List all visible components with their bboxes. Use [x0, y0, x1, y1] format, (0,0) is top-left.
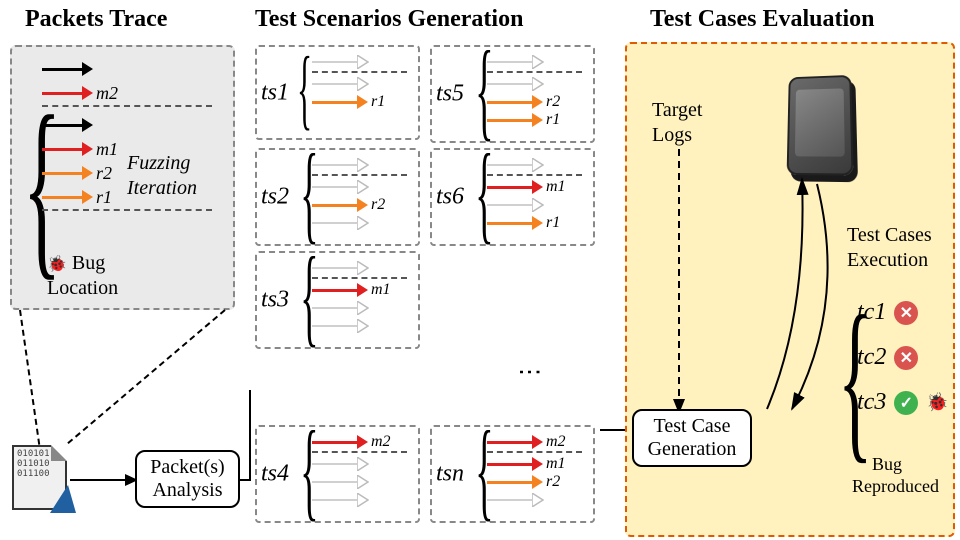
iteration-label: Iteration	[127, 177, 197, 200]
target-logs-arrow	[667, 149, 707, 419]
ts-box-ts2: ts2{r2	[255, 148, 420, 246]
ts-arrow	[487, 53, 547, 71]
ts-arrow: r1	[312, 93, 385, 111]
ts-arrow: m1	[487, 178, 566, 196]
ts-label: ts5	[436, 81, 464, 108]
test-cases-exec-label: Test Cases	[847, 224, 932, 247]
ts-box-ts5: ts5{r2r1	[430, 45, 595, 143]
ts-box-ts4: ts4{m2	[255, 425, 420, 523]
ts-arrow	[312, 317, 372, 335]
trace-arrow	[42, 57, 96, 81]
arrow-analysis-to-ts	[238, 380, 268, 500]
ts-arrow	[487, 196, 547, 214]
ts-arrow	[312, 178, 372, 196]
result-row: tc3 ✓ 🐞	[857, 389, 949, 416]
ts-label: ts3	[261, 287, 289, 314]
ts-arrow: m2	[487, 433, 566, 451]
bug-icon: 🐞	[926, 392, 948, 413]
test-cases-exec-label-2: Execution	[847, 249, 928, 272]
ts-arrow	[312, 473, 372, 491]
ts-arrow	[312, 455, 372, 473]
target-logs-label: Target	[652, 99, 702, 122]
trace-arrow: m1	[42, 137, 118, 161]
trace-arrow: r2	[42, 161, 112, 185]
phone-tcgen-arrows	[697, 164, 847, 424]
ts-arrow	[312, 156, 372, 174]
bug-location-2: Location	[47, 277, 118, 300]
ts-arrow: r1	[487, 214, 560, 232]
test-cases-eval-box: Target Logs Test Cases Execution Test Ca…	[625, 42, 955, 537]
ts-arrow: r2	[312, 196, 385, 214]
ts-box-tsn: tsn{m2m1r2	[430, 425, 595, 523]
ts-arrow	[487, 491, 547, 509]
ts-arrow	[487, 75, 547, 93]
ts-arrow	[312, 75, 372, 93]
test-case-gen-box: Test Case Generation	[632, 409, 752, 467]
ts-box-ts1: ts1{r1	[255, 45, 420, 140]
ts-arrow: r2	[487, 473, 560, 491]
ts-arrow: r1	[487, 111, 560, 129]
bug-reproduced-1: Bug	[872, 454, 902, 475]
title-packets-trace: Packets Trace	[25, 6, 167, 33]
ts-arrow	[312, 214, 372, 232]
title-test-cases: Test Cases Evaluation	[650, 6, 874, 33]
ts-label: ts6	[436, 184, 464, 211]
ts-label: ts2	[261, 184, 289, 211]
ts-label: ts1	[261, 79, 289, 106]
ts-arrow	[312, 259, 372, 277]
packet-analysis-box: Packet(s) Analysis	[135, 450, 240, 508]
result-label: tc3	[857, 389, 886, 416]
result-row: tc1 ✕	[857, 299, 949, 326]
bug-location: 🐞 Bug	[47, 252, 105, 275]
result-label: tc1	[857, 299, 886, 326]
result-row: tc2 ✕	[857, 344, 949, 371]
fail-icon: ✕	[894, 346, 918, 370]
trace-to-file-lines	[0, 300, 250, 460]
ts-box-ts6: ts6{m1r1	[430, 148, 595, 246]
trace-arrow: m2	[42, 81, 118, 105]
ts-arrow: m1	[487, 455, 566, 473]
ts-arrow: m2	[312, 433, 391, 451]
ts-box-ts3: ts3{m1	[255, 251, 420, 349]
bug-icon: 🐞	[47, 256, 67, 273]
ts-label: tsn	[436, 461, 464, 488]
ts-arrow: m1	[312, 281, 391, 299]
target-logs-label-2: Logs	[652, 124, 692, 147]
bug-reproduced-2: Reproduced	[852, 476, 939, 497]
fail-icon: ✕	[894, 301, 918, 325]
packets-trace-box: { m2m1r2r1 Fuzzing Iteration 🐞 Bug Locat…	[10, 45, 235, 310]
pass-icon: ✓	[894, 391, 918, 415]
ts-arrow: r2	[487, 93, 560, 111]
arrow-file-to-analysis	[70, 470, 140, 490]
ts-arrow	[312, 299, 372, 317]
trace-arrow	[42, 113, 96, 137]
trace-arrow: r1	[42, 185, 112, 209]
phone-icon	[787, 74, 852, 174]
ts-arrow	[312, 491, 372, 509]
ts-arrow	[312, 53, 372, 71]
ts-arrow	[487, 156, 547, 174]
vertical-ellipsis: ⋮	[515, 360, 543, 386]
result-label: tc2	[857, 344, 886, 371]
fuzzing-label: Fuzzing	[127, 152, 190, 175]
